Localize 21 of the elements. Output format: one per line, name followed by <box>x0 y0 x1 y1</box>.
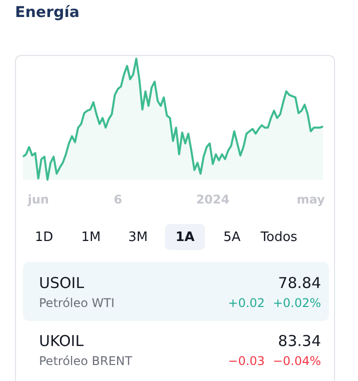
text: UKOIL <box>39 332 84 350</box>
text: −0.03 <box>228 354 265 368</box>
x-tick-label: jun <box>26 192 49 207</box>
text: 78.84 <box>278 274 321 292</box>
text: +0.02 <box>228 296 265 310</box>
text: USOIL <box>39 274 84 292</box>
text: 83.34 <box>278 332 321 350</box>
text: 1D <box>34 228 54 246</box>
text: Todos <box>260 228 298 246</box>
text: +0.02% <box>272 296 321 310</box>
x-tick-label: 2024 <box>196 192 230 207</box>
text: Petróleo WTI <box>39 296 115 310</box>
text: Petróleo BRENT <box>39 354 132 368</box>
text: 1A <box>165 224 205 250</box>
x-tick-label: may <box>296 192 325 207</box>
text: 3M <box>127 228 149 246</box>
text: 5A <box>222 228 242 246</box>
x-tick-label: 6 <box>114 192 122 207</box>
chart-title: Energía <box>15 3 80 21</box>
text: −0.04% <box>272 354 321 368</box>
text: 1M <box>80 228 102 246</box>
